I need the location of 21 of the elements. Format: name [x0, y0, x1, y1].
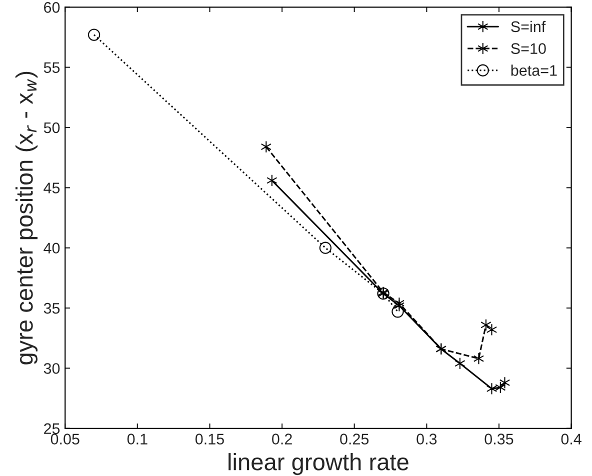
x-tick-label: 0.25: [340, 434, 369, 444]
y-tick-label: 30: [44, 363, 60, 374]
legend-label: S=10: [511, 43, 546, 54]
legend-label: beta=1: [511, 64, 557, 76]
y-axis-title: gyre center position (x$_{r}$ - x$_{w}$): [16, 72, 38, 364]
x-tick-label: 0.3: [416, 434, 437, 444]
x-tick-label: 0.4: [561, 434, 582, 444]
y-tick-label: 40: [44, 242, 60, 254]
legend-label: S=inf: [511, 20, 546, 32]
y-tick-label: 60: [44, 2, 60, 13]
x-tick-label: 0.15: [195, 434, 224, 444]
y-tick-label: 55: [44, 62, 60, 74]
y-tick-label: 50: [44, 122, 60, 134]
y-tick-label: 25: [44, 423, 60, 434]
x-tick-label: 0.05: [50, 434, 80, 444]
x-tick-label: 0.35: [484, 434, 514, 444]
y-tick-label: 45: [44, 182, 60, 194]
x-tick-label: 0.1: [127, 434, 148, 444]
x-axis-title: linear growth rate: [228, 453, 408, 476]
x-tick-label: 0.2: [272, 434, 292, 444]
y-tick-label: 35: [44, 302, 60, 314]
